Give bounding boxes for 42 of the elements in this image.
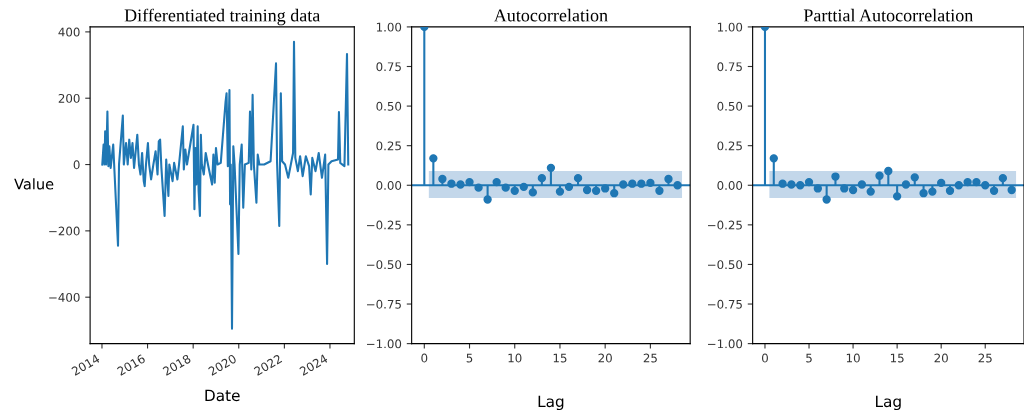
y-tick-label: −200 [49, 226, 80, 236]
y-tick-label: 0.75 [717, 62, 742, 72]
x-tick-label: 10 [508, 353, 522, 363]
y-tick-label: 0.00 [376, 180, 402, 190]
x-axis-title: Lag [538, 395, 564, 411]
y-tick-label: −1.00 [367, 339, 402, 349]
y-axis-title: Value [14, 178, 54, 190]
y-tick-label: 0.25 [376, 141, 401, 151]
y-tick-label: −0.25 [367, 220, 401, 230]
y-tick-label: 200 [58, 93, 80, 103]
x-tick-label: 15 [553, 353, 567, 363]
y-tick-label: −0.25 [707, 220, 742, 230]
chart-title: Parttial Autocorrelation [803, 8, 974, 22]
x-tick-label: 0 [762, 353, 768, 363]
y-tick-label: 0 [73, 160, 80, 170]
x-tick-label: 25 [978, 353, 992, 363]
y-tick-label: 0.25 [717, 141, 742, 151]
y-tick-label: 1.00 [717, 22, 743, 32]
y-tick-label: −0.50 [367, 260, 402, 270]
x-tick-label: 15 [890, 353, 904, 363]
x-tick-label: 0 [421, 353, 428, 363]
x-axis-title: Date [205, 389, 240, 402]
y-tick-label: −1.00 [707, 339, 743, 349]
y-tick-label: −0.75 [367, 299, 401, 309]
y-tick-label: −0.50 [707, 260, 743, 270]
y-tick-label: 1.00 [376, 22, 402, 32]
x-tick-label: 10 [846, 353, 860, 363]
x-tick-label: 20 [934, 353, 948, 363]
x-tick-label: 5 [466, 353, 473, 363]
y-tick-label: 400 [58, 27, 80, 37]
chart-title: Autocorrelation [493, 8, 608, 22]
x-tick-label: 5 [806, 353, 812, 363]
y-tick-label: 0.50 [376, 101, 402, 111]
y-tick-label: 0.00 [717, 180, 743, 190]
y-tick-label: 0.50 [717, 101, 743, 111]
x-tick-label: 25 [643, 353, 657, 363]
x-tick-label: 20 [598, 353, 612, 363]
chart-title: Differentiated training data [124, 8, 321, 26]
x-axis-title: Lag [876, 395, 901, 411]
y-tick-label: −0.75 [707, 299, 742, 309]
y-tick-label: 0.75 [376, 62, 401, 72]
y-tick-label: −400 [49, 292, 80, 302]
